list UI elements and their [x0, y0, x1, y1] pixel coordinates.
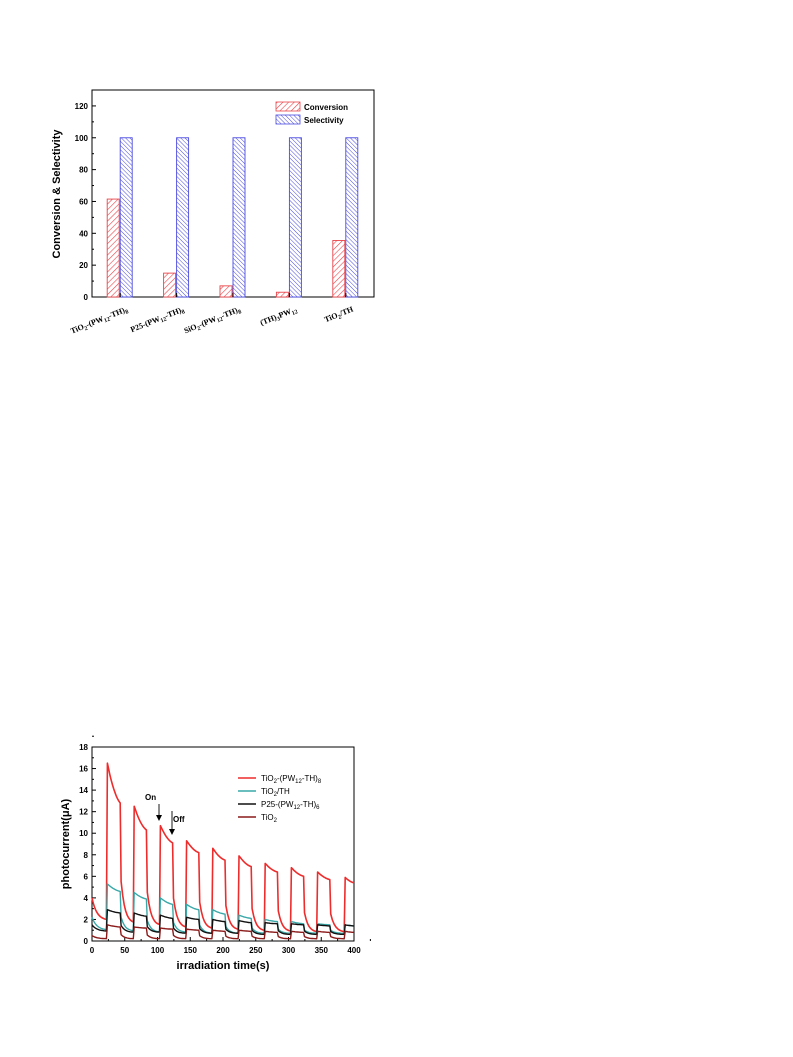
y-tick-label: 60	[79, 197, 88, 206]
series-line-1	[91, 883, 354, 934]
bar-conversion-4	[332, 240, 346, 298]
x-tick-label: 150	[184, 946, 198, 955]
x-tick-label: 200	[216, 946, 230, 955]
bar-chart: 0 20 40 60 80 100 120 TiO2-(PW12-TH)8P25-(PW12…	[51, 89, 375, 338]
x-tick-label: 400	[347, 946, 361, 955]
series-line-0	[91, 762, 355, 933]
y-tick-label: 100	[75, 134, 89, 143]
y-tick-label: 80	[79, 166, 88, 175]
x-tick-label: 300	[282, 946, 296, 955]
legend-label-selectivity: Selectivity	[304, 116, 344, 125]
bar-conversion-3	[275, 291, 289, 298]
x-category-label-0: TiO2-(PW12-TH)8	[69, 305, 129, 338]
bar-conversion-2	[219, 285, 233, 298]
y-tick-label: 0	[84, 293, 89, 302]
line-chart-y-axis-title: photocurrent(μA)	[60, 798, 72, 889]
x-tick-label: 350	[315, 946, 329, 955]
legend-swatch-conversion	[275, 101, 301, 112]
y-tick-label: 16	[79, 765, 88, 774]
y-tick-label: 14	[79, 786, 88, 795]
x-category-label-3: (TH)3PW12	[259, 305, 299, 330]
series-line-2	[91, 909, 354, 936]
bar-chart-y-axis: 0 20 40 60 80 100 120	[75, 89, 96, 302]
bar-selectivity-4	[345, 137, 359, 298]
bar-chart-y-axis-title: Conversion & Selectivity	[51, 129, 63, 259]
line-chart-x-axis-title: irradiation time(s)	[177, 960, 270, 972]
x-tick-label: 0	[90, 946, 95, 955]
y-tick-label: 8	[84, 851, 89, 860]
bar-chart-legend: Conversion Selectivity	[275, 101, 348, 125]
y-tick-label: 12	[79, 808, 88, 817]
off-annotation: Off	[169, 811, 185, 835]
bar-selectivity-2	[232, 137, 246, 298]
bar-chart-x-axis: TiO2-(PW12-TH)8P25-(PW12-TH)8SiO2-(PW12-…	[69, 293, 356, 338]
legend-label-1: TiO2/TH	[261, 787, 290, 798]
legend-swatch-selectivity	[275, 114, 301, 125]
x-tick-label: 250	[249, 946, 263, 955]
y-tick-label: 20	[79, 261, 88, 270]
y-tick-label: 120	[75, 102, 89, 111]
line-chart: 0 2 4 6 8 10 12 14 16 18 0 50 100 150 200 250 300 350 400…	[60, 735, 371, 972]
x-category-label-1: P25-(PW12-TH)8	[129, 305, 186, 337]
off-arrow-head	[169, 829, 175, 835]
bar-chart-bars	[106, 137, 359, 298]
y-tick-label: 10	[79, 829, 88, 838]
y-tick-label: 40	[79, 229, 88, 238]
off-label: Off	[173, 815, 185, 824]
on-label: On	[145, 793, 156, 802]
legend-label-0: TiO2-(PW12-TH)8	[261, 774, 322, 785]
y-tick-label: 6	[84, 872, 89, 881]
bar-selectivity-3	[288, 137, 302, 298]
y-tick-label: 2	[84, 915, 89, 924]
y-tick-label: 18	[79, 743, 88, 752]
line-chart-legend: TiO2-(PW12-TH)8 TiO2/TH P25-(PW12-TH)6 TiO2	[238, 774, 322, 824]
y-tick-label: 0	[84, 937, 89, 946]
line-chart-y-axis: 0 2 4 6 8 10 12 14 16 18	[79, 735, 96, 946]
line-chart-series	[91, 762, 355, 940]
bar-selectivity-1	[176, 137, 190, 298]
x-tick-label: 50	[120, 946, 129, 955]
bar-conversion-0	[106, 198, 120, 298]
legend-label-conversion: Conversion	[304, 103, 348, 112]
legend-label-2: P25-(PW12-TH)6	[261, 800, 320, 811]
on-arrow-head	[156, 815, 162, 821]
y-tick-label: 4	[84, 894, 89, 903]
legend-label-3: TiO2	[261, 813, 278, 824]
x-tick-label: 100	[151, 946, 165, 955]
line-chart-x-axis: 0 50 100 150 200 250 300 350 400	[90, 937, 371, 955]
bar-selectivity-0	[119, 137, 133, 298]
x-category-label-4: TiO2/TH	[323, 304, 356, 326]
bar-conversion-1	[163, 272, 177, 298]
x-category-label-2: SiO2-(PW12-TH)8	[183, 305, 243, 338]
on-annotation: On	[145, 793, 162, 821]
series-line-3	[91, 924, 355, 940]
